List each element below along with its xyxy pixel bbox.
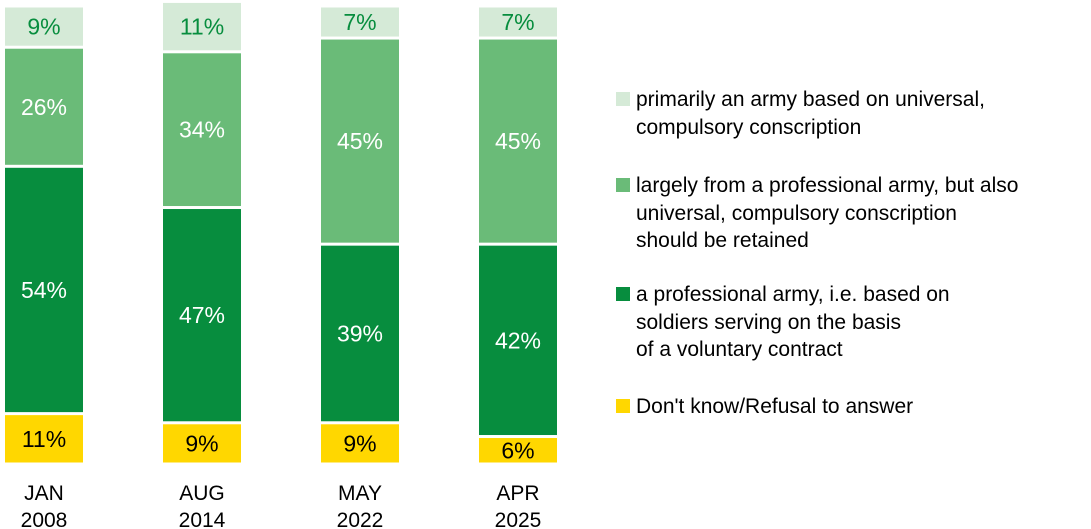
legend-item-dont-know: Don't know/Refusal to answer [616, 393, 913, 421]
bar-segment-professional-3 [479, 245, 557, 436]
legend-swatch-professional [616, 287, 630, 301]
bar-segment-conscription-2 [321, 7, 399, 37]
bar-segment-dont-know-0 [5, 415, 83, 463]
category-label-2: MAY 2022 [337, 482, 384, 529]
data-label-professional-3: 42% [495, 327, 541, 353]
category-label-0: JAN 2008 [21, 482, 68, 529]
data-label-conscription-2: 7% [343, 9, 376, 35]
legend-swatch-mixed [616, 178, 630, 192]
bar-segment-professional-1 [163, 209, 241, 422]
data-label-professional-0: 54% [21, 277, 67, 303]
legend-swatch-dont-know [616, 399, 630, 413]
legend-label-mixed: largely from a professional army, but al… [636, 174, 1019, 252]
bar-segment-conscription-3 [479, 7, 557, 37]
bar-segment-conscription-1 [163, 2, 241, 51]
data-label-mixed-3: 45% [495, 128, 541, 154]
data-label-dont-know-1: 9% [185, 430, 218, 456]
data-label-dont-know-2: 9% [343, 430, 376, 456]
bar-segment-dont-know-3 [479, 438, 557, 463]
data-label-mixed-0: 26% [21, 94, 67, 120]
bar-segment-dont-know-2 [321, 424, 399, 463]
legend-item-professional: a professional army, i.e. based on soldi… [616, 281, 950, 364]
data-label-professional-2: 39% [337, 320, 383, 346]
legend-swatch-conscription [616, 92, 630, 106]
bar-segment-mixed-3 [479, 39, 557, 243]
category-label-3: APR 2025 [495, 482, 542, 529]
bar-segment-conscription-0 [5, 7, 83, 46]
legend-label-dont-know: Don't know/Refusal to answer [636, 395, 914, 418]
data-label-mixed-2: 45% [337, 128, 383, 154]
bar-segment-mixed-1 [163, 53, 241, 207]
data-label-conscription-0: 9% [27, 14, 60, 40]
legend-label-conscription: primarily an army based on universal, co… [636, 88, 985, 139]
bar-segment-mixed-0 [5, 48, 83, 165]
category-label-1: AUG 2014 [179, 482, 226, 529]
data-label-dont-know-3: 6% [501, 437, 534, 463]
bar-segment-dont-know-1 [163, 424, 241, 463]
legend-label-professional: a professional army, i.e. based on soldi… [636, 283, 950, 361]
data-label-professional-1: 47% [179, 302, 225, 328]
legend-item-conscription: primarily an army based on universal, co… [616, 86, 985, 141]
data-label-dont-know-0: 11% [22, 426, 66, 452]
bar-segment-professional-2 [321, 245, 399, 422]
data-label-conscription-1: 11% [180, 14, 224, 40]
bar-segment-professional-0 [5, 167, 83, 413]
data-label-mixed-1: 34% [179, 117, 225, 143]
bar-segment-mixed-2 [321, 39, 399, 243]
legend-item-mixed: largely from a professional army, but al… [616, 172, 1018, 255]
data-label-conscription-3: 7% [501, 9, 534, 35]
